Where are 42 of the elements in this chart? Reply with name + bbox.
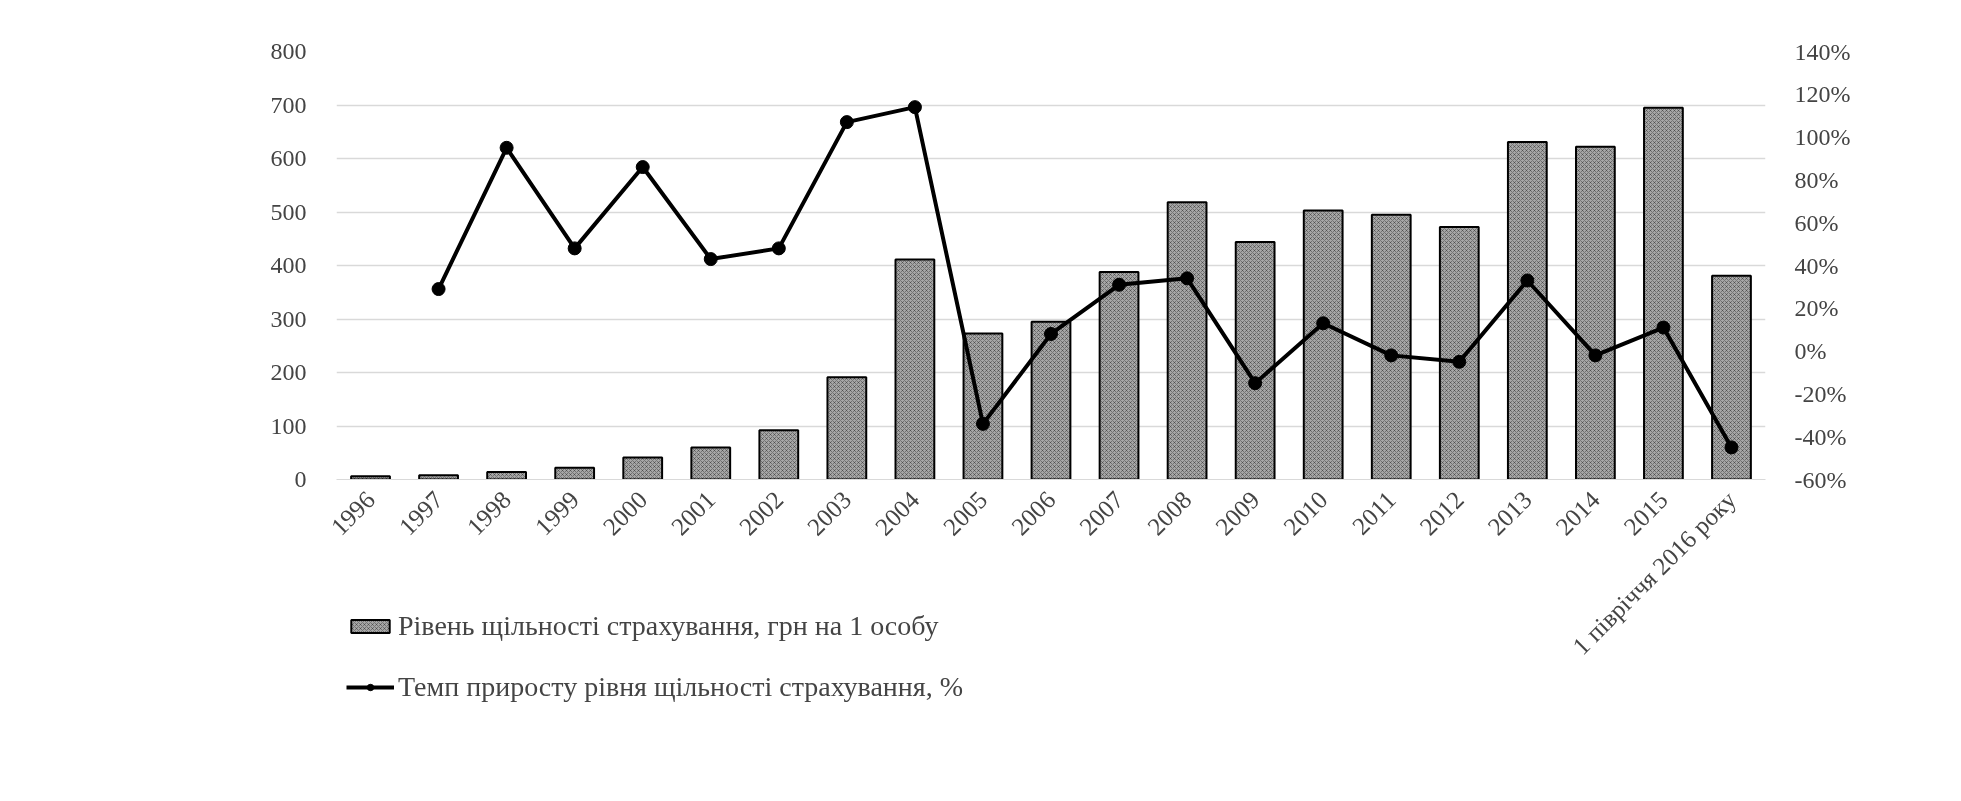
point [1044,326,1058,341]
point [1248,376,1263,391]
point [499,140,514,155]
y-tick-label: 400 [270,252,307,278]
point [635,160,650,175]
point [431,282,446,297]
y2-tick-label: 60% [1794,209,1839,236]
y-tick-label: 300 [270,305,307,332]
point [1316,316,1331,331]
y-tick-label: 600 [270,145,307,171]
y2-tick-label: 40% [1794,252,1839,279]
y-tick-label: 0 [294,466,307,492]
y-tick-label: 500 [270,198,307,225]
point [1112,277,1127,292]
legend-label: Темп приросту рівня щільності страхування, % [398,671,964,703]
point [1656,320,1671,335]
point [1724,440,1739,455]
point [1180,271,1195,286]
y2-tick-label: 100% [1794,124,1851,151]
point [839,115,854,130]
y-tick-label: 100 [270,412,307,439]
point [907,100,922,115]
point [1384,348,1399,363]
point [771,241,786,256]
y2-tick-label: 20% [1794,295,1839,322]
y2-tick-label: 80% [1794,166,1839,193]
point [1520,273,1535,288]
y2-tick-label: -40% [1794,423,1847,450]
legend-label: Рівень щільності страхування, грн на 1 особу [398,610,939,642]
point [975,416,990,431]
y-tick-label: 200 [270,359,307,385]
y2-tick-label: -20% [1794,380,1847,407]
point [703,252,718,267]
y2-tick-label: 140% [1794,38,1851,65]
y2-tick-label: 0% [1794,338,1827,365]
y2-tick-label: 120% [1794,81,1851,108]
y-tick-label: 700 [270,91,307,118]
point [1588,348,1603,363]
y-tick-label: 800 [270,38,307,64]
point [567,241,582,256]
point [1452,354,1467,369]
y2-tick-label: -60% [1794,466,1847,493]
